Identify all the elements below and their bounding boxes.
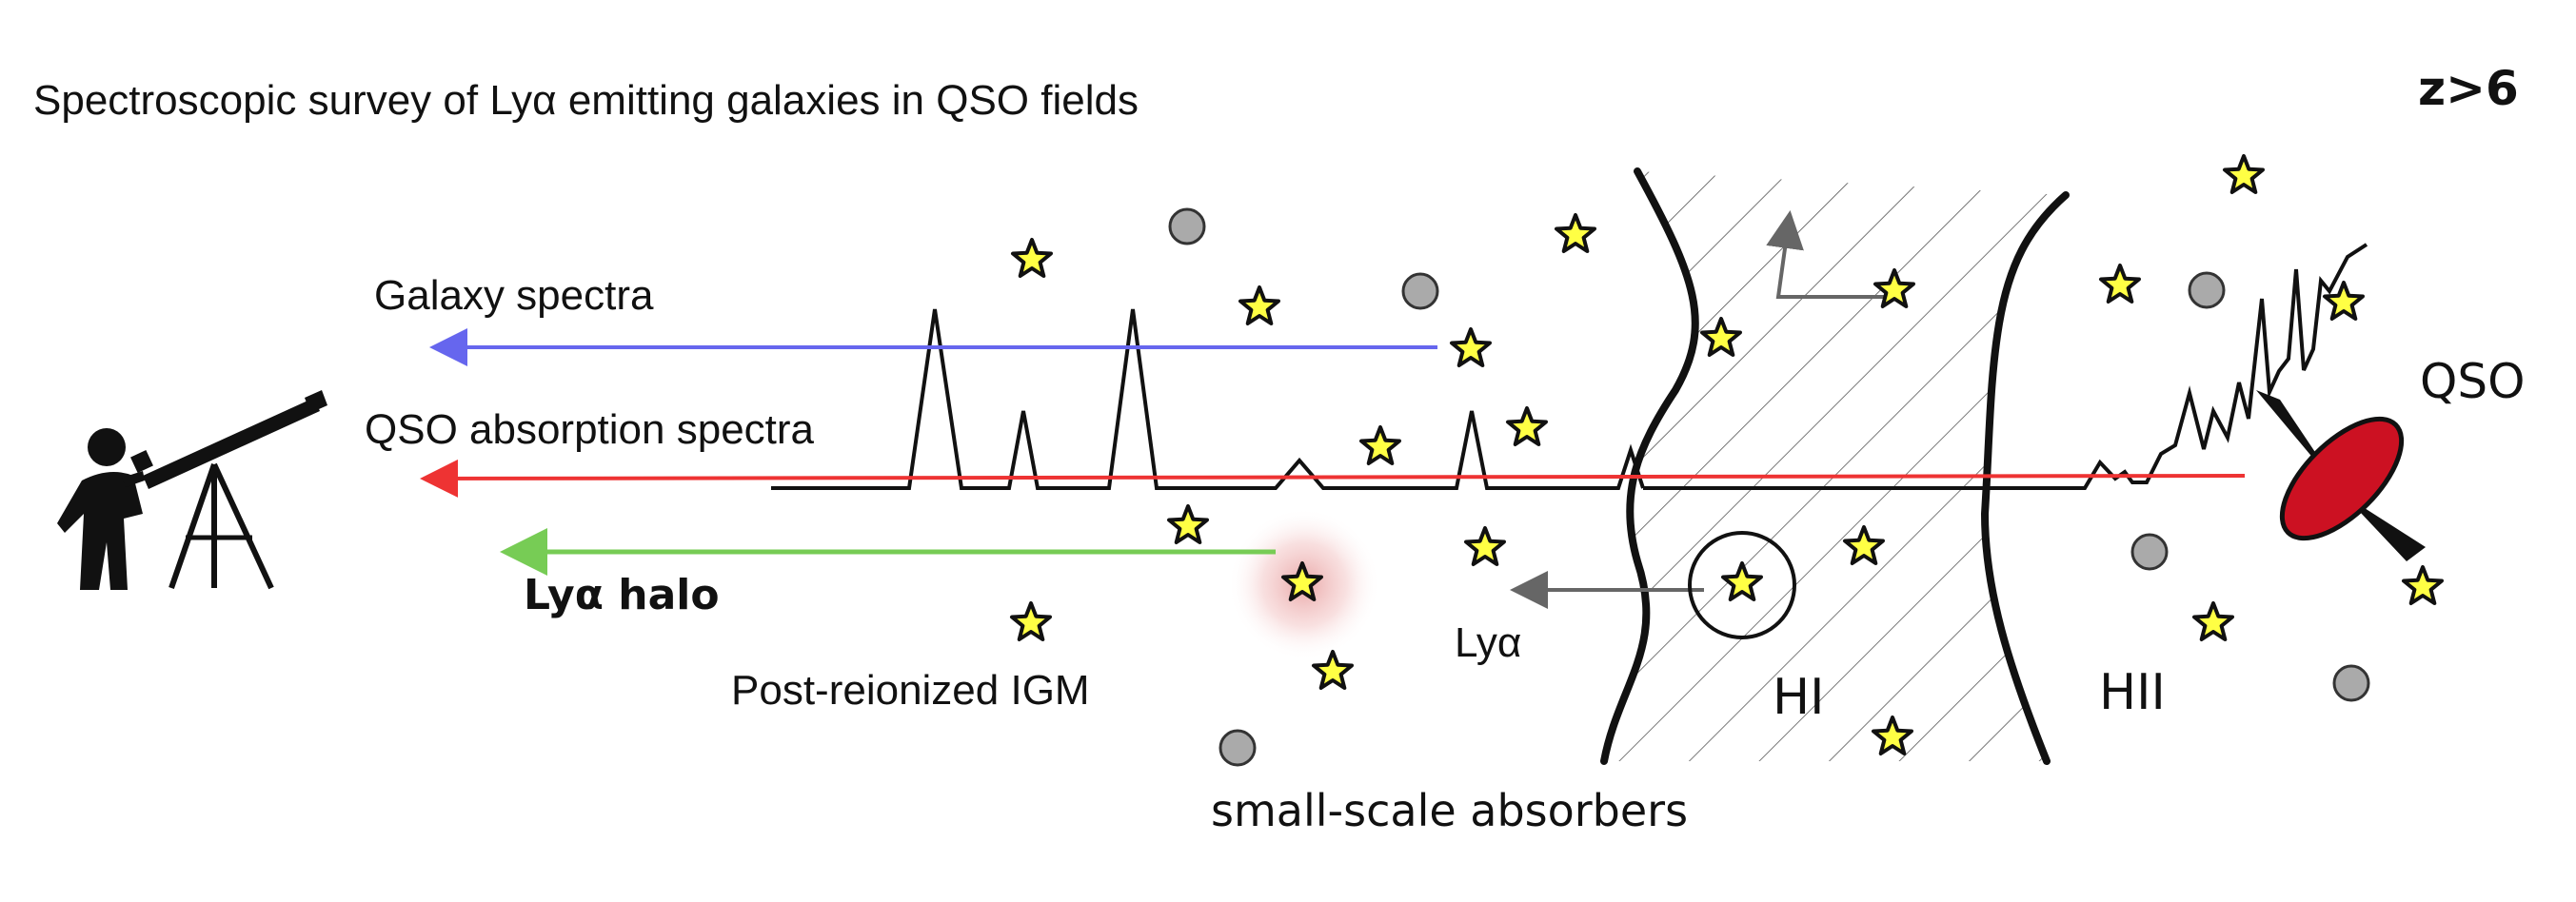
galaxy-star-icon <box>1452 329 1490 365</box>
absorber-circle-icon <box>2190 273 2224 307</box>
observer-with-telescope-icon <box>57 390 327 590</box>
absorber-circle-icon <box>1220 731 1255 765</box>
small-scale-absorbers-label: small-scale absorbers <box>1211 785 1688 836</box>
absorber-circle-icon <box>2132 535 2167 569</box>
galaxy-star-icon <box>1466 528 1504 564</box>
absorber-circle-icon <box>2334 666 2368 700</box>
galaxy-spectra-label: Galaxy spectra <box>374 272 654 319</box>
hii-label: HII <box>2099 664 2166 721</box>
galaxy-star-icon <box>2404 567 2442 603</box>
qso-absorption-spectra-label: QSO absorption spectra <box>365 406 815 453</box>
galaxy-star-icon <box>1361 427 1399 463</box>
lya-halo-label: Lyα halo <box>524 571 720 619</box>
absorber-circle-icon <box>1403 274 1437 308</box>
galaxy-star-icon <box>2225 156 2263 192</box>
galaxy-star-icon <box>1169 506 1207 542</box>
galaxy-star-icon <box>2101 265 2139 302</box>
absorber-circle-icon <box>1170 209 1204 244</box>
galaxy-star-icon <box>2194 603 2232 639</box>
galaxy-star-icon <box>1556 215 1595 251</box>
galaxy-spectrum-line <box>771 309 1643 488</box>
galaxy-star-icon <box>1012 603 1050 639</box>
redshift-label: z>6 <box>2418 61 2519 116</box>
galaxy-star-icon <box>1240 287 1278 324</box>
diagram-title: Spectroscopic survey of Lyα emitting gal… <box>33 77 1139 124</box>
hi-label: HI <box>1773 669 1824 726</box>
galaxy-star-icon <box>1508 408 1546 444</box>
lya-label: Lyα <box>1455 619 1521 666</box>
quasar-icon <box>2256 390 2426 561</box>
post-reionized-igm-label: Post-reionized IGM <box>731 667 1090 714</box>
galaxy-star-icon <box>1013 240 1051 276</box>
hi-region <box>1604 171 2066 761</box>
qso-label: QSO <box>2420 354 2525 409</box>
